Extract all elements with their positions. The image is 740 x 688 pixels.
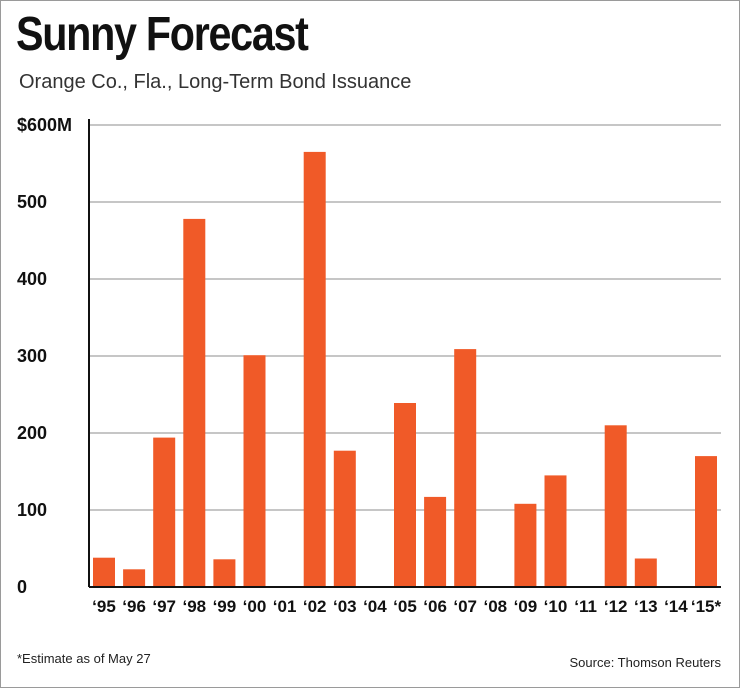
x-tick-label: ‘95 xyxy=(92,597,116,616)
x-tick-label: ‘15* xyxy=(691,597,722,616)
bar-10 xyxy=(394,403,416,587)
x-tick-label: ‘00 xyxy=(243,597,267,616)
bar-3 xyxy=(183,218,206,587)
y-tick-label: 400 xyxy=(17,269,47,289)
x-tick-label: ‘05 xyxy=(393,597,417,616)
bar-18 xyxy=(634,558,657,587)
y-tick-label: $600M xyxy=(17,115,72,135)
y-tick-label: 200 xyxy=(17,423,47,443)
footnote: *Estimate as of May 27 xyxy=(17,651,151,666)
x-tick-label: ‘09 xyxy=(514,597,538,616)
x-tick-label: ‘99 xyxy=(213,597,237,616)
x-tick-label: ‘02 xyxy=(303,597,327,616)
bar-12 xyxy=(454,349,477,587)
bar-14 xyxy=(514,503,537,587)
x-tick-label: ‘11 xyxy=(574,597,597,616)
x-tick-label: ‘10 xyxy=(544,597,568,616)
chart-title: Sunny Forecast xyxy=(16,8,309,61)
x-axis-ticks: ‘95 ‘96 ‘97 ‘98 ‘99 ‘00 ‘01 ‘02 ‘03 ‘04 ‘05 ‘06 ‘07 ‘… xyxy=(92,597,721,616)
x-tick-label: ‘12 xyxy=(604,597,628,616)
y-tick-label: 300 xyxy=(17,346,47,366)
source-note: Source: Thomson Reuters xyxy=(569,655,722,670)
y-tick-label: 500 xyxy=(17,192,47,212)
bar-15 xyxy=(544,475,567,587)
x-tick-label: ‘04 xyxy=(363,597,387,616)
bars xyxy=(93,151,717,587)
x-tick-label: ‘14 xyxy=(664,597,688,616)
axes xyxy=(88,119,721,588)
y-tick-label: 0 xyxy=(17,577,27,597)
bar-2 xyxy=(153,437,176,587)
bar-0 xyxy=(93,557,115,587)
bar-20 xyxy=(695,456,717,587)
y-axis-ticks: 0 100 200 300 400 500 $600M xyxy=(17,115,72,597)
x-tick-label: ‘08 xyxy=(483,597,507,616)
x-tick-label: ‘97 xyxy=(152,597,176,616)
bar-5 xyxy=(243,355,266,587)
bar-11 xyxy=(424,496,447,587)
x-tick-label: ‘06 xyxy=(423,597,447,616)
bar-1 xyxy=(123,569,146,587)
bar-17 xyxy=(604,425,627,587)
bar-7 xyxy=(303,151,326,587)
x-tick-label: ‘01 xyxy=(273,597,297,616)
chart-subtitle: Orange Co., Fla., Long-Term Bond Issuanc… xyxy=(19,71,412,93)
x-tick-label: ‘13 xyxy=(634,597,658,616)
bar-4 xyxy=(213,559,236,587)
x-tick-label: ‘98 xyxy=(182,597,206,616)
x-tick-label: ‘96 xyxy=(122,597,146,616)
y-tick-label: 100 xyxy=(17,500,47,520)
x-tick-label: ‘07 xyxy=(453,597,477,616)
x-tick-label: ‘03 xyxy=(333,597,357,616)
bar-8 xyxy=(333,450,356,587)
